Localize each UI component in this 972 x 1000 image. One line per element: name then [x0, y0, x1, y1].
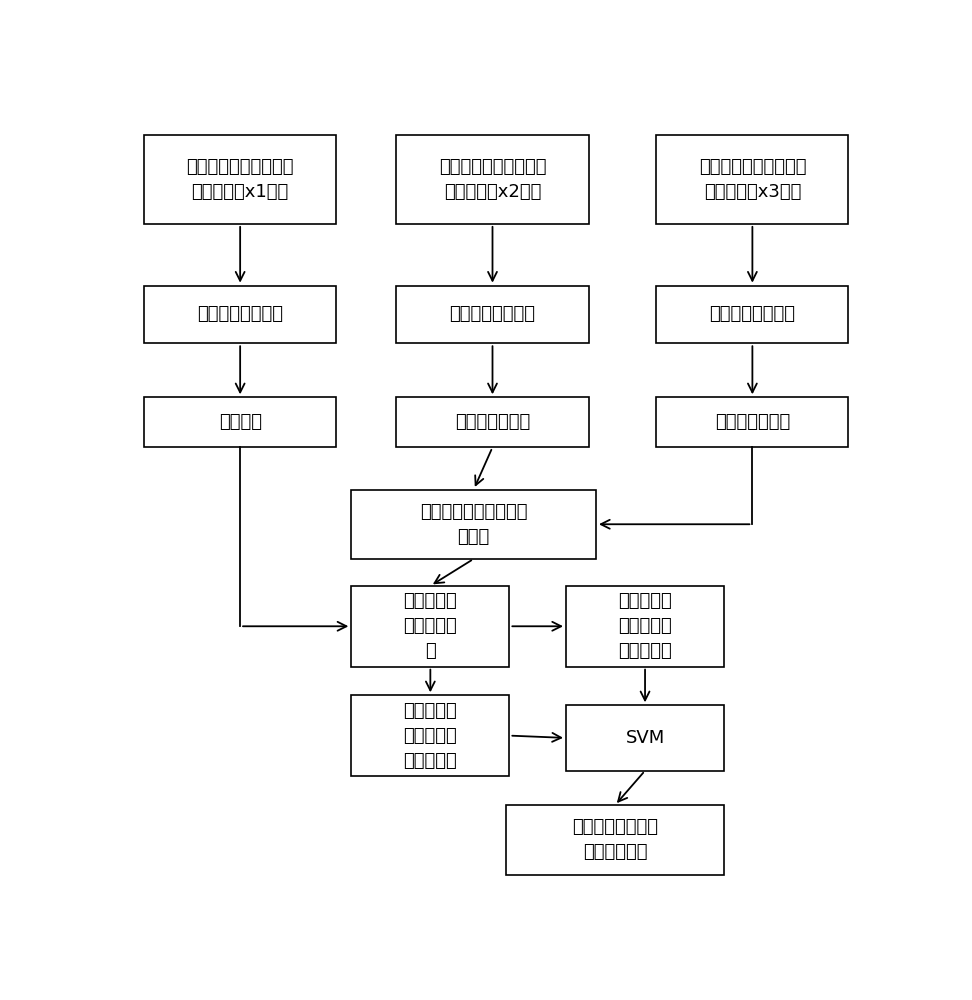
Text: 得到待测滚动轴承
故障诊断结果: 得到待测滚动轴承 故障诊断结果 — [572, 818, 658, 861]
Bar — [505, 805, 724, 875]
Bar — [397, 135, 588, 224]
Text: 求频谱然后归一化: 求频谱然后归一化 — [449, 305, 536, 323]
Bar — [144, 135, 336, 224]
Text: 求频谱然后归一化: 求频谱然后归一化 — [710, 305, 795, 323]
Text: 深度学习模型的预训练
和微调: 深度学习模型的预训练 和微调 — [420, 503, 528, 546]
Text: 测试样本: 测试样本 — [219, 413, 261, 431]
Bar — [656, 397, 849, 447]
Text: 获取训练样
本最后两个
隐层的特征: 获取训练样 本最后两个 隐层的特征 — [403, 702, 457, 770]
Text: SVM: SVM — [625, 729, 665, 747]
Text: 已知工况滚动轴承振动
加速度信号x3采集: 已知工况滚动轴承振动 加速度信号x3采集 — [699, 158, 806, 201]
Text: 完成训练的
深度学习模
型: 完成训练的 深度学习模 型 — [403, 592, 457, 660]
Text: 获取测试样
本最后两个
隐层的特征: 获取测试样 本最后两个 隐层的特征 — [618, 592, 672, 660]
Bar — [656, 135, 849, 224]
Text: 求频谱然后归一化: 求频谱然后归一化 — [197, 305, 283, 323]
Bar — [351, 490, 596, 559]
Text: 无标签训练样本: 无标签训练样本 — [455, 413, 530, 431]
Bar — [656, 286, 849, 343]
Bar — [144, 397, 336, 447]
Bar — [566, 705, 724, 771]
Text: 有标签训练样本: 有标签训练样本 — [714, 413, 790, 431]
Text: 未知工况滚动轴承振动
加速度信号x2采集: 未知工况滚动轴承振动 加速度信号x2采集 — [438, 158, 546, 201]
Text: 待测工况滚动轴承振动
加速度信号x1采集: 待测工况滚动轴承振动 加速度信号x1采集 — [187, 158, 294, 201]
Bar — [397, 397, 588, 447]
Bar — [351, 695, 509, 776]
Bar — [144, 286, 336, 343]
Bar — [397, 286, 588, 343]
Bar — [566, 586, 724, 667]
Bar — [351, 586, 509, 667]
